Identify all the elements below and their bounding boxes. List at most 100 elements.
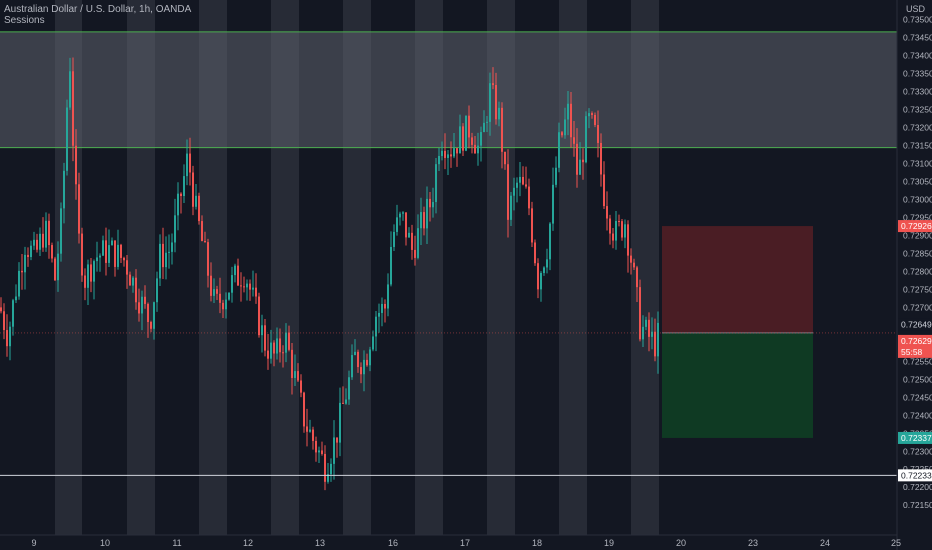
indicator-label-sessions[interactable]: Sessions bbox=[4, 15, 45, 26]
candle-body bbox=[267, 350, 269, 359]
take-profit-box bbox=[662, 332, 813, 438]
candle-body bbox=[333, 437, 335, 464]
risk-reward-tool[interactable] bbox=[662, 226, 813, 438]
candle-body bbox=[18, 270, 20, 297]
candle-body bbox=[15, 296, 17, 301]
price-tick-label: 0.72950 bbox=[903, 212, 932, 222]
candle-body bbox=[423, 212, 425, 229]
candle-body bbox=[504, 151, 506, 165]
candle-body bbox=[408, 232, 410, 238]
candle-body bbox=[141, 296, 143, 314]
price-tick-label: 0.73300 bbox=[903, 87, 932, 97]
price-tick-label: 0.72250 bbox=[903, 464, 932, 474]
candle-body bbox=[318, 450, 320, 453]
currency-label: USD bbox=[906, 4, 926, 14]
candle-body bbox=[633, 262, 635, 268]
candle-body bbox=[519, 176, 521, 183]
candle-body bbox=[471, 137, 473, 145]
candle-body bbox=[66, 107, 68, 171]
candle-body bbox=[621, 221, 623, 238]
candle-body bbox=[186, 153, 188, 177]
candle-body bbox=[531, 208, 533, 243]
candle-body bbox=[540, 272, 542, 290]
candle-body bbox=[543, 267, 545, 273]
candle-body bbox=[606, 206, 608, 219]
resistance-zone-fill bbox=[0, 31, 897, 148]
candle-body bbox=[294, 371, 296, 378]
candle-body bbox=[309, 429, 311, 432]
candle-body bbox=[588, 113, 590, 117]
candle-body bbox=[564, 119, 566, 136]
current-price-tag: 0.72649 bbox=[901, 320, 932, 330]
candle-body bbox=[195, 195, 197, 207]
candle-body bbox=[171, 242, 173, 252]
candle-body bbox=[441, 150, 443, 157]
support-price-tag-bg bbox=[898, 469, 932, 482]
candle-body bbox=[405, 212, 407, 238]
countdown-tag-bg bbox=[898, 345, 932, 358]
candle-body bbox=[534, 242, 536, 264]
candle-body bbox=[648, 319, 650, 337]
candle-body bbox=[303, 392, 305, 427]
candle-body bbox=[426, 198, 428, 229]
price-tick-label: 0.72900 bbox=[903, 230, 932, 240]
candle-body bbox=[81, 233, 83, 276]
candle-body bbox=[63, 170, 65, 209]
candle-body bbox=[90, 264, 92, 282]
candle-body bbox=[252, 287, 254, 290]
candle-body bbox=[372, 336, 374, 350]
candle-body bbox=[153, 302, 155, 329]
candle-body bbox=[390, 246, 392, 285]
candle-body bbox=[507, 164, 509, 220]
candle-body bbox=[381, 303, 383, 313]
price-tick-label: 0.72500 bbox=[903, 374, 932, 384]
candle-body bbox=[240, 285, 242, 287]
symbol-title[interactable]: Australian Dollar / U.S. Dollar, 1h, OAN… bbox=[4, 4, 192, 15]
stop-price-tag: 0.72926 bbox=[901, 221, 932, 231]
candle-body bbox=[546, 259, 548, 268]
candle-body bbox=[489, 83, 491, 122]
countdown-tag: 55:58 bbox=[901, 347, 923, 357]
candle-body bbox=[414, 249, 416, 258]
candle-body bbox=[552, 184, 554, 224]
candle-body bbox=[264, 325, 266, 351]
price-tick-label: 0.72400 bbox=[903, 410, 932, 420]
price-tick-label: 0.73500 bbox=[903, 15, 932, 25]
price-tick-label: 0.73250 bbox=[903, 105, 932, 115]
candle-body bbox=[180, 193, 182, 196]
candle-body bbox=[135, 277, 137, 303]
price-tick-label: 0.73450 bbox=[903, 33, 932, 43]
candle-body bbox=[612, 233, 614, 241]
candle-body bbox=[3, 311, 5, 331]
price-tick-label: 0.72850 bbox=[903, 248, 932, 258]
target-price-tag: 0.72337 bbox=[901, 433, 932, 443]
candle-body bbox=[192, 172, 194, 207]
resistance-zone bbox=[0, 31, 897, 149]
candle-body bbox=[558, 132, 560, 168]
candle-body bbox=[378, 312, 380, 317]
candle-body bbox=[636, 267, 638, 288]
candle-body bbox=[657, 322, 659, 357]
price-axis[interactable]: 0.73500 0.73450 0.73400 0.73350 0.73300 0.732… bbox=[896, 0, 932, 550]
price-tick-label: 0.72150 bbox=[903, 500, 932, 510]
candle-body bbox=[444, 150, 446, 158]
candle-body bbox=[99, 255, 101, 258]
time-axis[interactable]: 9 10 11 12 13 16 17 18 19 20 23 24 25 bbox=[0, 534, 901, 548]
candle-body bbox=[21, 270, 23, 273]
price-tick-label: 0.73150 bbox=[903, 140, 932, 150]
candle-body bbox=[45, 220, 47, 248]
candle-body bbox=[591, 113, 593, 115]
date-tick-label: 12 bbox=[243, 538, 253, 548]
candle-body bbox=[555, 167, 557, 185]
candle-body bbox=[147, 303, 149, 322]
candle-body bbox=[603, 174, 605, 207]
candle-body bbox=[336, 437, 338, 443]
candle-body bbox=[273, 342, 275, 354]
candle-body bbox=[30, 245, 32, 257]
candle-body bbox=[213, 289, 215, 296]
candle-body bbox=[183, 176, 185, 196]
price-tick-label: 0.73400 bbox=[903, 51, 932, 61]
candle-body bbox=[582, 159, 584, 163]
candle-body bbox=[60, 208, 62, 254]
